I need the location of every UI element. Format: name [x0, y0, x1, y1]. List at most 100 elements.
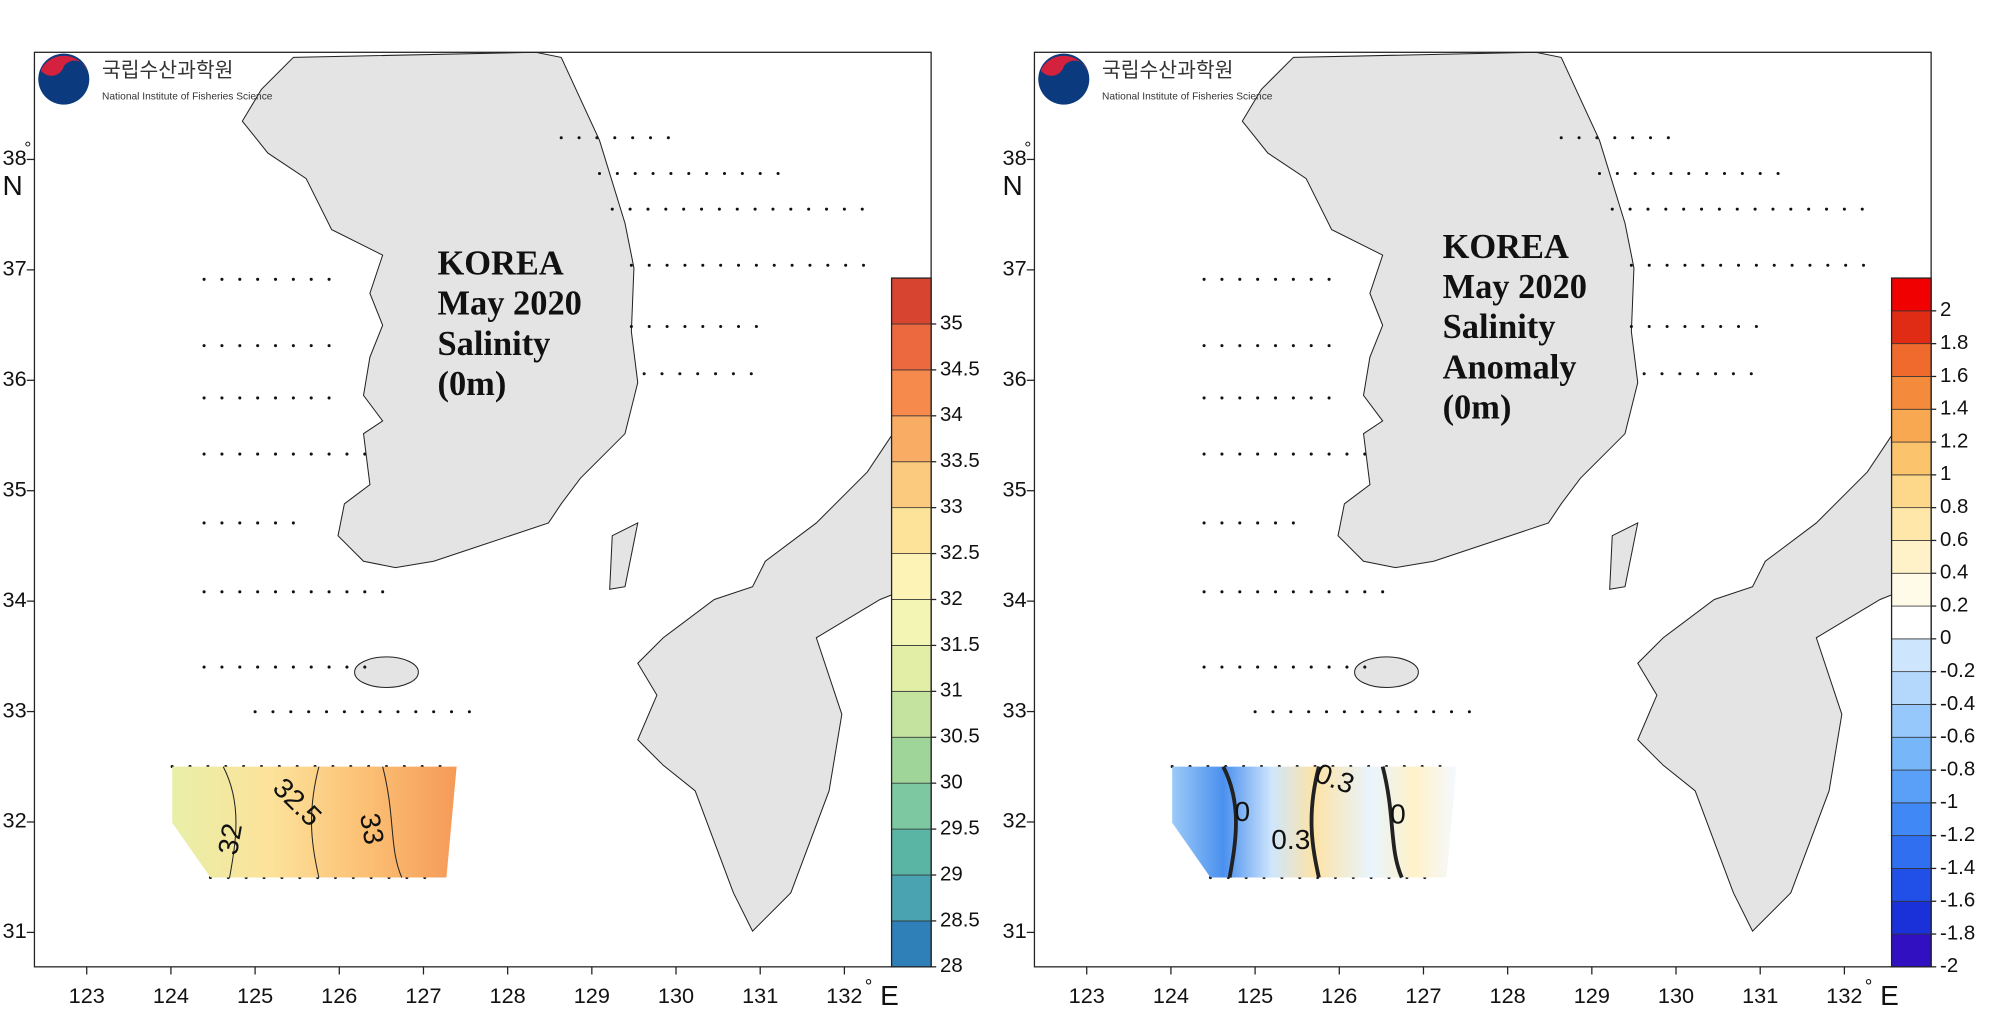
- station: [1220, 344, 1224, 348]
- station: [1202, 521, 1206, 525]
- colorbar-frame: [1890, 277, 1932, 968]
- station: [309, 277, 313, 281]
- colorbar-band: [1891, 900, 1932, 935]
- station: [1696, 372, 1700, 376]
- contour-line: [1221, 765, 1404, 879]
- station: [714, 372, 718, 376]
- station: [1220, 396, 1224, 400]
- station: [1687, 171, 1691, 175]
- station: [327, 452, 331, 456]
- station: [449, 710, 454, 714]
- station: [363, 590, 367, 594]
- station: [736, 325, 741, 329]
- colorbar-band: [891, 277, 932, 325]
- station: [273, 521, 278, 525]
- station: [646, 207, 650, 211]
- station: [309, 590, 313, 594]
- station: [1327, 452, 1331, 456]
- station: [722, 171, 727, 175]
- degree-sign: °: [1024, 138, 1031, 158]
- y-tick-label: 31: [3, 918, 27, 943]
- station: [238, 590, 242, 594]
- y-tick-label: 37: [3, 256, 27, 281]
- station: [861, 263, 866, 267]
- station: [860, 207, 864, 211]
- colorbar-tick-label: 32: [940, 588, 963, 610]
- station: [1202, 344, 1206, 348]
- station: [789, 207, 793, 211]
- map-title-line: Anomaly: [1443, 348, 1577, 386]
- station: [696, 372, 700, 376]
- station: [256, 665, 260, 669]
- station: [291, 396, 295, 400]
- station: [1289, 710, 1293, 714]
- station: [1665, 263, 1669, 267]
- station: [559, 136, 563, 140]
- station: [1807, 207, 1811, 211]
- station: [1253, 710, 1257, 714]
- colorbar-tick-label: 2: [1940, 299, 1951, 321]
- station: [825, 207, 829, 211]
- land: [637, 423, 932, 932]
- station: [1682, 207, 1686, 211]
- station: [256, 396, 260, 400]
- station: [238, 277, 242, 281]
- y-tick-label: 31: [1003, 918, 1027, 943]
- station: [844, 263, 848, 267]
- map-title-line: May 2020: [438, 285, 582, 323]
- station: [309, 452, 313, 456]
- station: [1754, 325, 1758, 329]
- colorbar-band: [1891, 310, 1932, 345]
- colorbar-band: [1891, 540, 1932, 574]
- y-tick-label: 35: [3, 476, 27, 501]
- station: [414, 710, 418, 714]
- station: [327, 665, 331, 669]
- station: [1860, 207, 1864, 211]
- station: [1220, 452, 1224, 456]
- x-tick-label: 125: [1237, 983, 1273, 1008]
- station: [1861, 263, 1866, 267]
- station: [740, 171, 744, 175]
- colorbar-tick-label: 0.2: [1940, 594, 1968, 616]
- station: [1273, 277, 1278, 281]
- station: [1736, 263, 1741, 267]
- y-tick-label: 33: [3, 697, 27, 722]
- station: [772, 263, 776, 267]
- station: [1271, 710, 1275, 714]
- colorbar-tick-label: -0.2: [1940, 660, 1975, 682]
- station: [1202, 665, 1206, 669]
- colorbar-tick-label: 31.5: [940, 634, 980, 656]
- x-tick-label: 129: [574, 983, 610, 1008]
- station: [1789, 207, 1793, 211]
- station: [1736, 325, 1741, 329]
- x-tick-label: 123: [69, 983, 105, 1008]
- logo-mark: [40, 55, 87, 76]
- land: [354, 656, 419, 689]
- station: [1414, 710, 1418, 714]
- station: [678, 372, 682, 376]
- station: [342, 710, 346, 714]
- station: [1273, 396, 1278, 400]
- x-tick-label: 131: [742, 983, 778, 1008]
- station: [1701, 325, 1705, 329]
- station: [1613, 136, 1617, 140]
- station: [1749, 372, 1753, 376]
- x-axis-label: E: [1880, 980, 1899, 1011]
- colorbar-band: [891, 323, 932, 371]
- colorbar-band: [1891, 408, 1932, 443]
- station: [396, 710, 400, 714]
- station: [577, 136, 581, 140]
- station: [1273, 452, 1278, 456]
- station: [307, 710, 311, 714]
- colorbar-band: [1891, 474, 1932, 509]
- station: [613, 136, 617, 140]
- station: [1647, 263, 1651, 267]
- station: [202, 277, 206, 281]
- station: [1633, 171, 1637, 175]
- degree-sign: °: [24, 138, 31, 158]
- x-tick-label: 126: [1321, 983, 1357, 1008]
- contour-label: 0.3: [1271, 824, 1310, 855]
- colorbar-band: [891, 690, 932, 738]
- logo-korean: 국립수산과학원: [102, 59, 233, 82]
- y-tick-label: 36: [3, 366, 27, 391]
